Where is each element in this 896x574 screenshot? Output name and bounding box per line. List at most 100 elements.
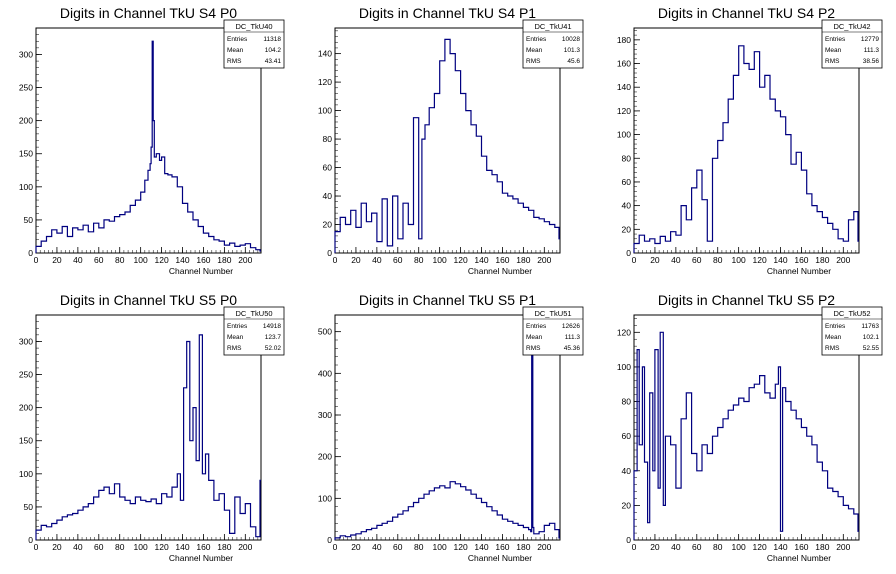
- y-tick-label: 500: [318, 327, 332, 337]
- y-tick-label: 140: [617, 82, 631, 92]
- stats-value: 10028: [562, 36, 580, 43]
- stats-box: [821, 306, 883, 356]
- y-tick-label: 140: [318, 49, 332, 59]
- stats-box: [522, 19, 584, 69]
- x-tick-label: 60: [393, 255, 403, 265]
- stats-value: 52.02: [265, 345, 282, 352]
- y-tick-label: 80: [622, 397, 632, 407]
- x-tick-label: 0: [333, 542, 338, 552]
- y-tick-label: 80: [323, 134, 333, 144]
- x-tick-label: 0: [34, 542, 39, 552]
- chart-title: Digits in Channel TkU S5 P0: [60, 292, 237, 308]
- y-tick-label: 60: [622, 431, 632, 441]
- x-tick-label: 40: [73, 542, 83, 552]
- stats-value: 104.2: [265, 47, 282, 54]
- stats-box: [522, 306, 584, 356]
- chart-panel-s4-p0: Digits in Channel TkU S4 P0 0 20 40 60 80 100 1…: [0, 0, 298, 287]
- x-tick-label: 80: [115, 542, 125, 552]
- stats-label: RMS: [526, 58, 541, 65]
- x-tick-label: 180: [815, 542, 829, 552]
- y-tick-label: 0: [626, 248, 631, 258]
- histogram-line: [633, 331, 859, 540]
- stats-value: 11763: [861, 323, 879, 330]
- y-tick-label: 100: [19, 182, 33, 192]
- histogram-s4-p0: Digits in Channel TkU S4 P0 0 20 40 60 80 100 1…: [19, 5, 285, 276]
- x-tick-label: 200: [836, 542, 850, 552]
- stats-label: Entries: [825, 323, 846, 330]
- x-tick-label: 20: [650, 542, 660, 552]
- stats-value: 38.56: [863, 58, 880, 65]
- x-tick-label: 40: [372, 255, 382, 265]
- histogram-line: [633, 45, 859, 253]
- x-tick-label: 160: [495, 542, 509, 552]
- histogram-line: [334, 38, 560, 253]
- x-tick-label: 40: [73, 255, 83, 265]
- y-tick-label: 50: [24, 502, 34, 512]
- y-tick-label: 0: [28, 248, 33, 258]
- stats-value: 45.6: [567, 58, 580, 65]
- y-tick-label: 40: [622, 201, 632, 211]
- plot-frame: [334, 27, 561, 254]
- y-tick-label: 80: [622, 153, 632, 163]
- stats-label: Mean: [825, 334, 842, 341]
- stats-value: 52.55: [863, 345, 880, 352]
- x-tick-label: 100: [433, 255, 447, 265]
- plot-frame: [633, 314, 860, 541]
- stats-value: 11318: [263, 36, 281, 43]
- x-axis-label: Channel Number: [468, 553, 532, 563]
- chart-title: Digits in Channel TkU S4 P0: [60, 5, 237, 21]
- histogram-line: [35, 40, 261, 253]
- histogram-s4-p1: Digits in Channel TkU S4 P1 0 20 40 60 80 100 1…: [318, 5, 584, 276]
- x-tick-label: 140: [474, 255, 488, 265]
- x-axis-label: Channel Number: [767, 266, 831, 276]
- x-tick-label: 20: [351, 255, 361, 265]
- x-tick-label: 100: [732, 542, 746, 552]
- chart-panel-s5-p2: Digits in Channel TkU S5 P2 0 20 40 60 80 100 1…: [598, 287, 896, 574]
- y-tick-label: 40: [622, 466, 632, 476]
- chart-title: Digits in Channel TkU S4 P1: [359, 5, 536, 21]
- x-tick-label: 200: [238, 255, 252, 265]
- y-tick-label: 0: [626, 535, 631, 545]
- stats-value: 102.1: [863, 334, 880, 341]
- x-tick-label: 160: [495, 255, 509, 265]
- x-tick-label: 160: [196, 255, 210, 265]
- stats-label: Mean: [227, 47, 244, 54]
- stats-value: 45.36: [564, 345, 581, 352]
- y-tick-label: 300: [318, 410, 332, 420]
- x-axis-label: Channel Number: [468, 266, 532, 276]
- x-tick-label: 20: [351, 542, 361, 552]
- x-tick-label: 120: [752, 255, 766, 265]
- stats-name: DC_TkU52: [833, 309, 870, 318]
- x-tick-label: 180: [217, 255, 231, 265]
- x-tick-label: 80: [115, 255, 125, 265]
- stats-label: Mean: [825, 47, 842, 54]
- x-tick-label: 100: [134, 542, 148, 552]
- stats-name: DC_TkU40: [235, 22, 272, 31]
- stats-label: RMS: [825, 345, 840, 352]
- x-tick-label: 100: [134, 255, 148, 265]
- stats-value: 12626: [562, 323, 580, 330]
- x-tick-label: 20: [52, 255, 62, 265]
- y-tick-label: 160: [617, 59, 631, 69]
- x-tick-label: 180: [217, 542, 231, 552]
- y-tick-label: 150: [19, 149, 33, 159]
- stats-label: RMS: [227, 345, 242, 352]
- x-tick-label: 40: [372, 542, 382, 552]
- stats-value: 14918: [263, 323, 281, 330]
- x-tick-label: 120: [154, 542, 168, 552]
- x-tick-label: 0: [632, 542, 637, 552]
- y-tick-label: 100: [318, 106, 332, 116]
- stats-label: Entries: [825, 36, 846, 43]
- histogram-s5-p0: Digits in Channel TkU S5 P0 0 20 40 60 80 100 1…: [19, 292, 285, 563]
- x-tick-label: 140: [175, 255, 189, 265]
- plot-frame: [633, 27, 860, 254]
- stats-label: RMS: [526, 345, 541, 352]
- y-tick-label: 100: [19, 469, 33, 479]
- stats-label: Mean: [526, 47, 543, 54]
- chart-title: Digits in Channel TkU S4 P2: [658, 5, 835, 21]
- chart-title: Digits in Channel TkU S5 P1: [359, 292, 536, 308]
- stats-label: RMS: [825, 58, 840, 65]
- stats-value: 111.3: [864, 47, 880, 54]
- y-tick-label: 60: [323, 163, 333, 173]
- x-tick-label: 120: [453, 255, 467, 265]
